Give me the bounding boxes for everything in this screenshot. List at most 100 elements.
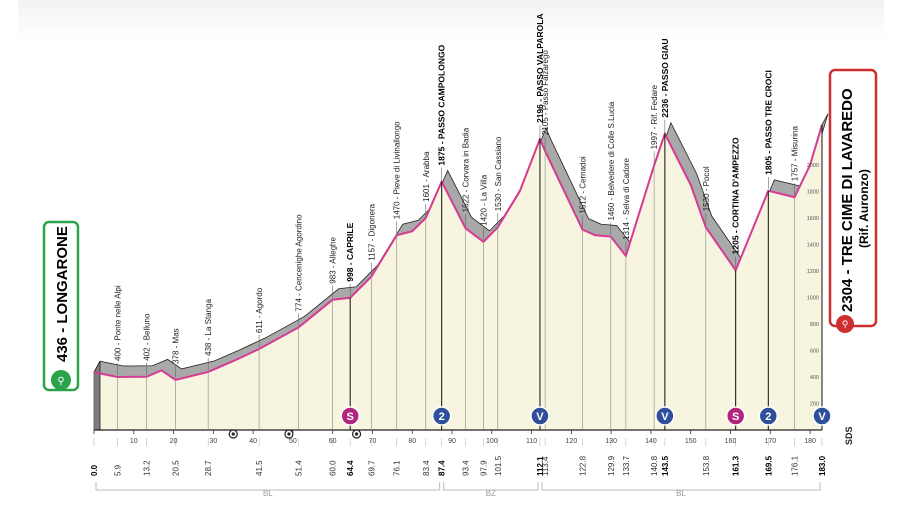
x-axis-ticks: 10 20 30 40 50 60 70 80 90 100 110 120 130 140 150 160 1…: [93, 430, 816, 445]
location-label: 2236 - PASSO GIAU: [660, 39, 670, 118]
km-label: 87.4: [438, 460, 447, 476]
location-label: 1460 - Belvedere di Colle S.Lucia: [607, 101, 616, 220]
service-point-dot: [287, 432, 291, 436]
location-label: 2196 - PASSO VALPAROLA: [535, 13, 545, 123]
x-tick-label: 100: [486, 438, 498, 445]
svg-text:⚲: ⚲: [57, 376, 64, 387]
x-tick-label: 80: [408, 438, 416, 445]
x-tick-label: 60: [329, 438, 337, 445]
km-labels: 0.0 5.9 13.2 20.5 28.7 41.5 51.4 60.0 64.4 69.7 76…: [90, 455, 827, 476]
altitude-scale: 200 400 600 800 1000 1200 1400 1600 1800 2000: [807, 163, 819, 408]
km-label: 133.7: [622, 455, 631, 476]
altitude-tick-label: 1600: [807, 216, 819, 222]
x-tick-label: 30: [209, 438, 217, 445]
marker-symbol: S: [732, 411, 739, 423]
altitude-tick-label: 400: [810, 375, 819, 381]
location-label: 1875 - PASSO CAMPOLONGO: [437, 44, 447, 165]
location-label: 1420 - La Villa: [479, 174, 488, 226]
province-bracket: [541, 482, 821, 491]
marker-symbol: 2: [765, 411, 771, 423]
km-label: 20.5: [172, 460, 181, 476]
x-tick-label: 120: [566, 438, 578, 445]
svg-text:⚲: ⚲: [842, 320, 849, 330]
x-tick-label: 50: [289, 438, 297, 445]
marker-symbol: V: [818, 411, 826, 423]
location-label: 400 - Ponte nelle Alpi: [113, 285, 122, 361]
start-altitude: 436: [54, 337, 71, 362]
finish-name: TRE CIME DI LAVAREDO: [839, 88, 856, 265]
km-label: 169.5: [764, 455, 773, 476]
altitude-tick-label: 2000: [807, 163, 819, 169]
location-label: 438 - La Stanga: [204, 298, 213, 355]
km-label: 176.1: [791, 455, 800, 476]
location-label: 1530 - San Cassiano: [494, 136, 503, 211]
start-name: LONGARONE: [54, 226, 71, 324]
km-label: 112.1: [536, 456, 545, 476]
province-label: BL: [676, 489, 686, 498]
x-tick-label: 10: [130, 438, 138, 445]
location-label: 1805 - PASSO TRE CROCI: [763, 70, 773, 175]
km-label: 28.7: [204, 460, 213, 476]
finish-altitude: 2304: [839, 278, 856, 312]
km-label: 5.9: [113, 464, 122, 476]
location-labels: 400 - Ponte nelle Alpi 402 - Belluno 378 -…: [113, 13, 800, 378]
marker-symbol: 2: [439, 411, 445, 423]
x-tick-label: 160: [725, 438, 737, 445]
km-label: 143.5: [661, 455, 670, 476]
km-label: 69.7: [367, 460, 376, 476]
x-tick-label: 130: [605, 438, 617, 445]
bike-icon: [51, 370, 71, 390]
location-label: 774 - Cencenighe Agordino: [294, 214, 303, 312]
kom-marker-icon: [812, 406, 832, 426]
km-label: 161.3: [732, 455, 741, 476]
km-label: 60.0: [329, 460, 338, 476]
altitude-tick-label: 800: [810, 322, 819, 328]
km-label: 64.4: [346, 460, 355, 476]
marker-symbol: S: [347, 411, 354, 423]
altitude-tick-label: 1000: [807, 296, 819, 302]
location-label: 1512 - Cernadoi: [579, 156, 588, 214]
location-label: 1205 - CORTINA D'AMPEZZO: [731, 137, 741, 254]
location-label: 402 - Belluno: [143, 313, 152, 361]
province-bracket: [443, 482, 539, 491]
profile-fill: [94, 124, 822, 430]
km-label: 83.4: [422, 460, 431, 476]
x-tick-label: 110: [526, 438, 537, 445]
province-label: BL: [263, 489, 273, 498]
x-tick-label: 20: [170, 438, 178, 445]
km-label: 51.4: [294, 460, 303, 476]
x-tick-label: 70: [369, 438, 377, 445]
km-label: 183.0: [818, 455, 827, 476]
km-label: 93.4: [462, 460, 471, 476]
location-label: 1997 - Rif. Fedare: [650, 84, 659, 149]
location-label: 611 - Agordo: [255, 287, 264, 333]
location-label: 1470 - Pieve di Livinallongo: [393, 121, 402, 219]
x-tick-label: 40: [249, 438, 257, 445]
svg-text:2304 - TRE CIME: 2304 - TRE CIME DI LAVAREDO: [839, 88, 856, 312]
top-band: [18, 0, 884, 40]
brand-logo: SDS: [844, 426, 854, 445]
km-label: 122.8: [579, 455, 588, 476]
location-label: 1757 - Misurina: [791, 126, 800, 182]
kom-marker-icon: [431, 406, 452, 426]
marker-symbol: V: [536, 411, 544, 423]
km-label: 113.4: [541, 456, 550, 476]
service-point-dot: [354, 432, 359, 436]
km-label: 41.5: [255, 460, 264, 476]
kom-marker-icon: [655, 406, 675, 426]
province-bands: BL BZ BL: [95, 482, 821, 498]
classification-markers: S 2 V V S 2 V: [228, 124, 832, 439]
marker-symbol: V: [661, 411, 669, 423]
altitude-tick-label: 200: [810, 402, 819, 408]
kom-marker-icon: [530, 406, 550, 426]
location-label: 1157 - Digonera: [367, 203, 376, 260]
altitude-tick-label: 1200: [807, 269, 819, 275]
location-label: 378 - Mas: [172, 328, 181, 364]
sprint-marker-icon: [725, 406, 746, 426]
service-point-dot: [231, 432, 235, 436]
province-label: BZ: [486, 489, 496, 498]
x-tick-label: 180: [804, 438, 816, 445]
location-label: 1522 - Corvara in Badia: [462, 127, 471, 212]
altitude-tick-label: 1400: [807, 243, 819, 249]
location-label: 983 - Alleghe: [329, 236, 338, 283]
